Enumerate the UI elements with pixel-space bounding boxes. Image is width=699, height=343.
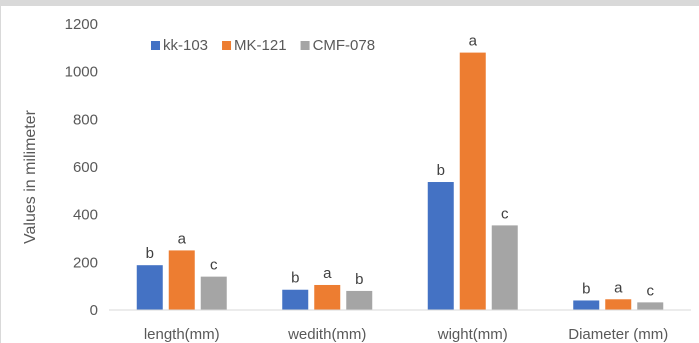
- data-label: b: [355, 271, 363, 288]
- x-category-label: length(mm): [144, 326, 220, 343]
- bar-kk-103-3: [573, 300, 600, 310]
- legend-label: MK-121: [234, 37, 287, 54]
- data-label: a: [614, 279, 623, 296]
- data-label: c: [210, 257, 218, 274]
- legend-swatch: [151, 41, 160, 50]
- data-label: b: [582, 280, 590, 297]
- x-category-label: wedith(mm): [287, 326, 366, 343]
- data-label: c: [501, 205, 509, 222]
- legend-label: kk-103: [163, 37, 208, 54]
- y-tick-label: 200: [73, 254, 98, 271]
- data-label: a: [178, 230, 187, 247]
- x-axis-categories: length(mm) wedith(mm) wight(mm) Diameter (m…: [144, 326, 668, 343]
- legend-swatch: [222, 41, 232, 50]
- bar-mk-121-2: [459, 52, 486, 310]
- y-axis-label: Values in milimeter: [22, 109, 39, 244]
- bar-cmf-078-3: [637, 302, 664, 310]
- data-label: b: [146, 245, 154, 262]
- y-axis-ticks: 0 200 400 600 800 1000 1200: [65, 16, 98, 319]
- y-tick-label: 400: [73, 207, 98, 224]
- y-tick-label: 600: [73, 159, 98, 176]
- y-tick-label: 800: [73, 111, 98, 128]
- data-label: b: [437, 162, 445, 179]
- data-label: c: [647, 282, 655, 299]
- data-label: a: [469, 33, 478, 50]
- bar-kk-103-0: [136, 265, 163, 310]
- legend-swatch: [300, 41, 310, 50]
- x-category-label: Diameter (mm): [568, 326, 668, 343]
- data-label: b: [291, 270, 299, 287]
- bar-mk-121-3: [605, 299, 632, 310]
- bar-cmf-078-1: [346, 290, 373, 310]
- data-label: a: [323, 265, 332, 282]
- y-tick-label: 1200: [65, 16, 98, 33]
- bar-mk-121-0: [168, 250, 195, 310]
- bar-kk-103-2: [427, 182, 454, 310]
- bar-kk-103-1: [282, 289, 309, 310]
- legend: kk-103 MK-121 CMF-078: [151, 37, 375, 54]
- x-category-label: wight(mm): [437, 326, 508, 343]
- y-tick-label: 1000: [65, 64, 98, 81]
- bar-mk-121-1: [314, 284, 341, 310]
- bar-cmf-078-0: [200, 276, 227, 310]
- legend-label: CMF-078: [313, 37, 376, 54]
- y-tick-label: 0: [90, 302, 98, 319]
- bars: [136, 52, 664, 310]
- bar-cmf-078-2: [491, 225, 518, 310]
- bar-chart: 0 200 400 600 800 1000 1200 b a c b a b b a c b a c lengt…: [22, 16, 691, 343]
- data-labels: b a c b a b b a c b a c: [146, 33, 655, 300]
